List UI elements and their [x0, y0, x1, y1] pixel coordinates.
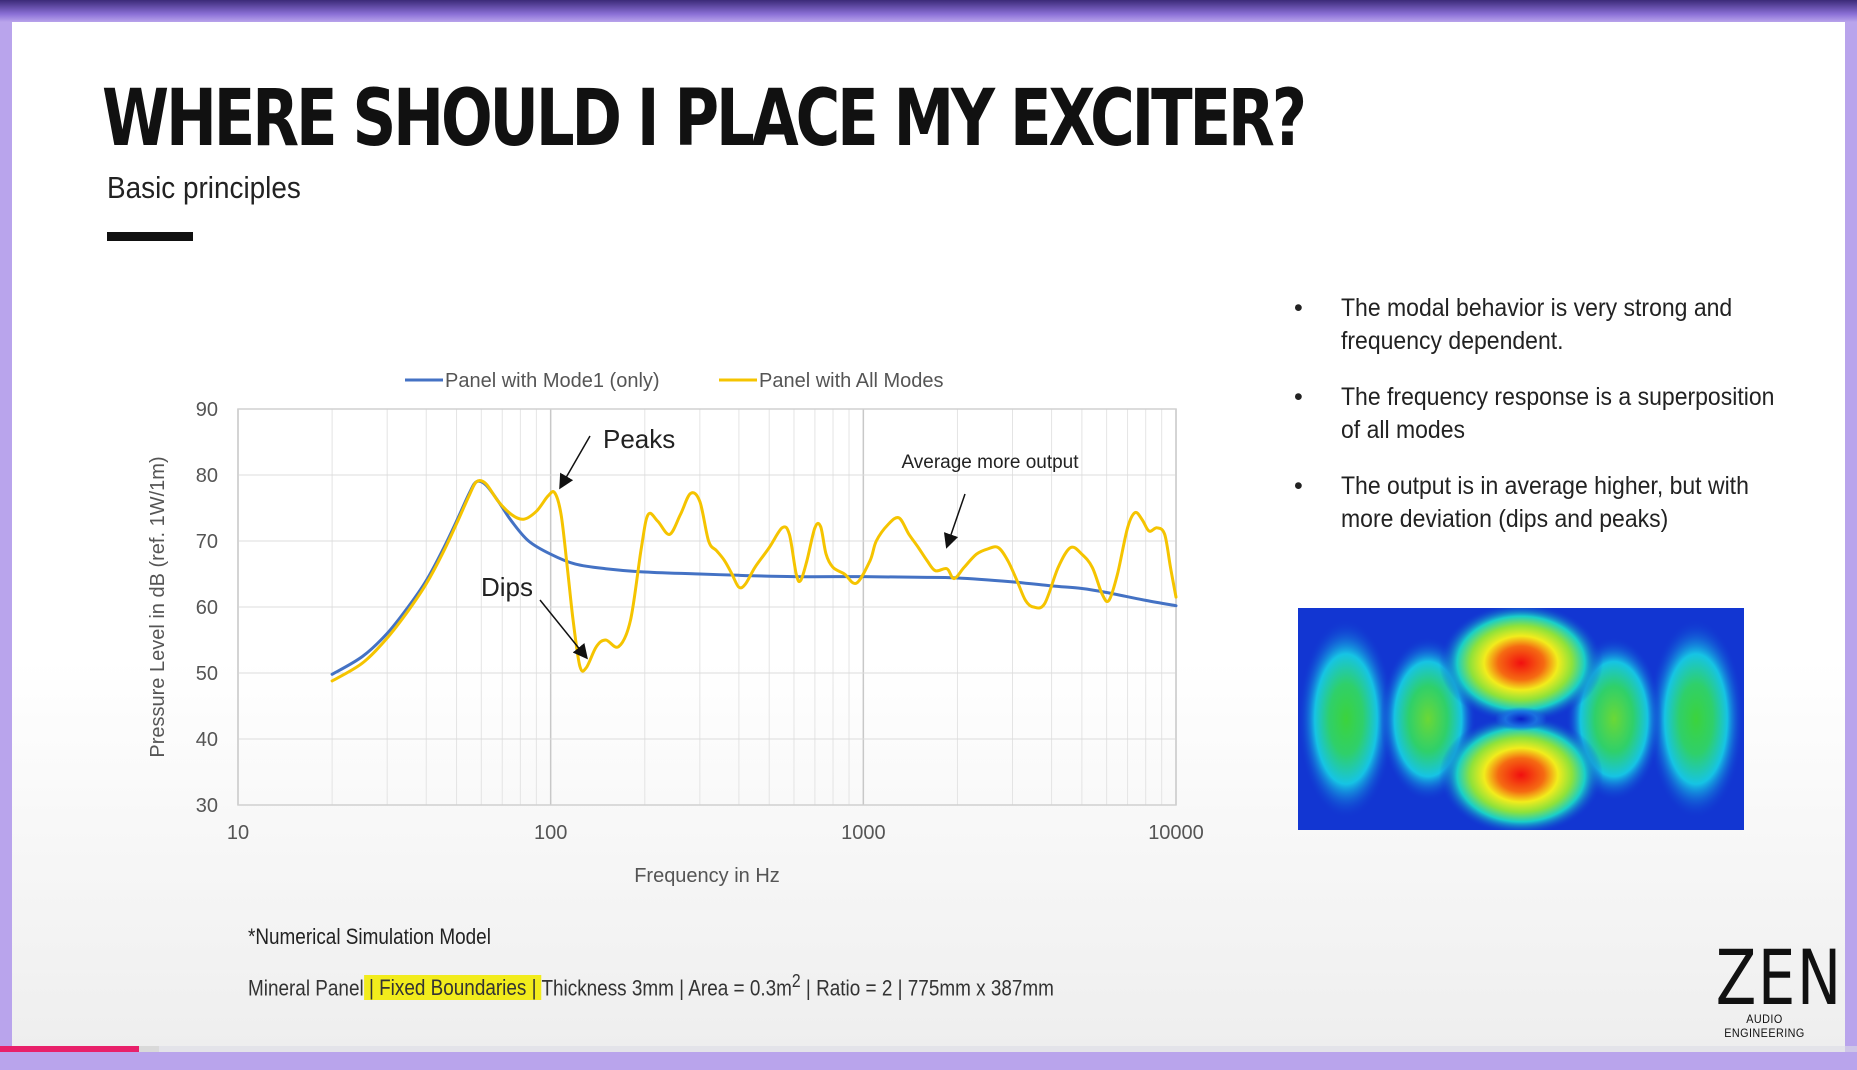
footnote-specs: Mineral Panel | Fixed Boundaries | Thick…	[248, 970, 1054, 1001]
logo-tagline: AUDIO ENGINEERING	[1724, 1012, 1805, 1040]
bullet-dot: •	[1294, 383, 1303, 411]
y-tick-label: 70	[196, 531, 218, 553]
y-tick-label: 80	[196, 465, 218, 487]
heatmap-hotspot	[1439, 715, 1603, 830]
chart-annotations: Peaks Dips Average more output	[481, 424, 1079, 660]
y-tick-label: 40	[196, 729, 218, 751]
spec-superscript: 2	[791, 970, 801, 991]
legend-label: Panel with All Modes	[759, 370, 944, 392]
bullet-item: • The output is in average higher, but wi…	[1294, 470, 1834, 536]
annotation-peaks: Peaks	[603, 424, 675, 454]
y-tick-label: 30	[196, 795, 218, 817]
progress-buffered	[139, 1046, 160, 1052]
page-subtitle: Basic principles	[107, 170, 301, 205]
y-tick-label: 50	[196, 663, 218, 685]
heatmap-lobe	[1648, 619, 1744, 819]
legend-label: Panel with Mode1 (only)	[445, 370, 660, 392]
mode-shape-heatmap	[1298, 608, 1744, 830]
footnote-title: *Numerical Simulation Model	[248, 924, 491, 949]
chart-ticks: 10 100 1000 10000 30 40 50 60 70 80 90	[196, 399, 1204, 844]
x-tick-label: 10	[227, 822, 249, 844]
y-tick-label: 90	[196, 399, 218, 421]
slide: WHERE SHOULD I PLACE MY EXCITER? Basic p…	[12, 22, 1845, 1052]
spec-boundaries-highlight: | Fixed Boundaries |	[363, 975, 542, 1001]
y-tick-label: 60	[196, 597, 218, 619]
series-line	[330, 479, 1178, 676]
annotation-average-arrow	[943, 493, 966, 549]
bullet-dot: •	[1294, 472, 1303, 500]
progress-played	[0, 1046, 140, 1052]
bullet-text: The output is in average higher, but wit…	[1341, 472, 1749, 533]
x-tick-label: 1000	[841, 822, 886, 844]
series-line	[330, 479, 1178, 683]
x-tick-label: 10000	[1148, 822, 1204, 844]
bullet-text: The frequency response is a superpositio…	[1341, 383, 1775, 444]
chart-series	[330, 479, 1178, 683]
y-axis-label: Pressure Level in dB (ref. 1W/1m)	[147, 456, 169, 757]
spec-dimensions: Thickness 3mm | Area = 0.3m	[541, 975, 792, 1001]
chart-legend: Panel with Mode1 (only) Panel with All Mo…	[405, 370, 944, 392]
x-axis-label: Frequency in Hz	[634, 865, 780, 887]
title-underline	[107, 232, 193, 241]
bullet-text: The modal behavior is very strong and fr…	[1341, 294, 1733, 355]
annotation-peaks-arrow	[559, 435, 591, 490]
spec-ratio: | Ratio = 2 | 775mm x 387mm	[800, 975, 1054, 1001]
bullet-item: • The modal behavior is very strong and f…	[1294, 292, 1834, 358]
bullet-item: • The frequency response is a superpositi…	[1294, 381, 1834, 447]
page-title: WHERE SHOULD I PLACE MY EXCITER?	[102, 74, 1307, 164]
bullet-dot: •	[1294, 294, 1303, 322]
annotation-dips: Dips	[481, 572, 533, 602]
bullet-list: • The modal behavior is very strong and f…	[1294, 292, 1834, 559]
logo: ZEN AUDIO ENGINEERING	[1702, 940, 1842, 1041]
heatmap-node	[1495, 707, 1547, 731]
annotation-average: Average more output	[901, 452, 1079, 473]
heatmap-hotspot	[1439, 608, 1603, 723]
heatmap-lobe	[1298, 619, 1394, 819]
spec-material: Mineral Panel	[248, 975, 364, 1001]
x-tick-label: 100	[534, 822, 567, 844]
annotation-dips-arrow	[539, 599, 588, 660]
video-progress-bar[interactable]	[0, 1046, 1857, 1052]
